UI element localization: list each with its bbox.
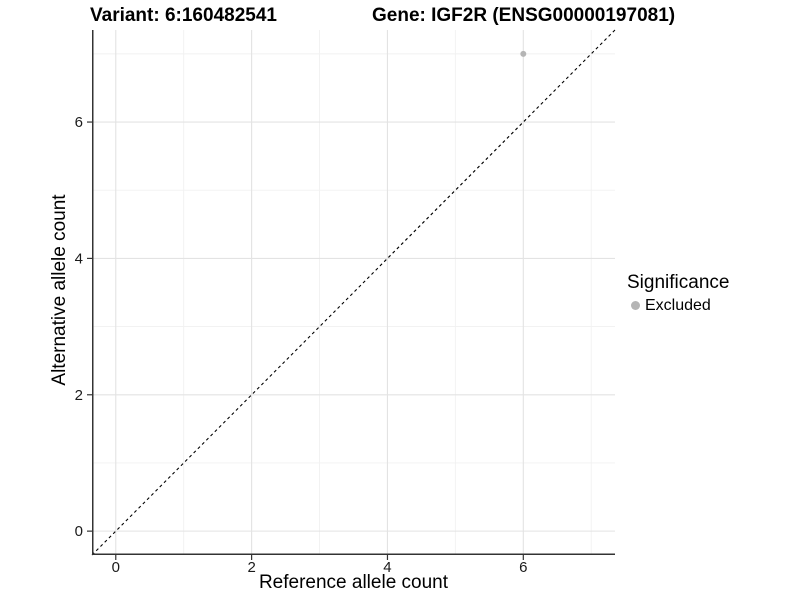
legend-title: Significance — [627, 272, 730, 293]
gene-title: Gene: IGF2R (ENSG00000197081) — [372, 5, 676, 26]
legend: Significance Excluded — [627, 272, 729, 315]
variant-title: Variant: 6:160482541 — [90, 5, 277, 26]
legend-items: Excluded — [627, 296, 729, 315]
x-tick-label: 6 — [519, 559, 527, 576]
identity-line — [91, 29, 616, 556]
y-tick-label: 6 — [75, 114, 83, 131]
y-tick-label: 0 — [75, 523, 83, 540]
legend-item-label: Excluded — [645, 297, 711, 314]
x-tick-label: 0 — [112, 559, 120, 576]
plot-area: 0 2 4 6 0 2 4 6 — [75, 29, 616, 576]
data-point — [520, 50, 527, 57]
legend-point-icon — [631, 301, 640, 310]
y-tick-label: 4 — [75, 250, 83, 267]
legend-item: Excluded — [627, 296, 729, 315]
x-axis-label: Reference allele count — [258, 572, 449, 593]
y-axis-label: Alternative allele count — [49, 194, 70, 386]
y-tick-label: 2 — [75, 387, 83, 404]
x-tick-label: 2 — [247, 559, 255, 576]
x-tick-label: 4 — [383, 559, 391, 576]
